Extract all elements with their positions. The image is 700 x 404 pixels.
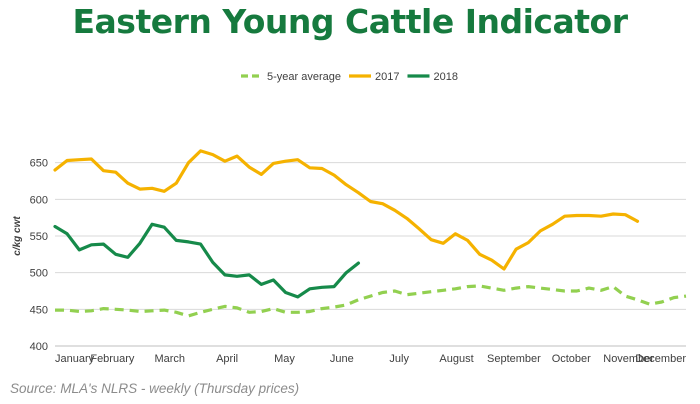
chart-title: Eastern Young Cattle Indicator [72, 2, 628, 41]
source-note: Source: MLA's NLRS - weekly (Thursday pr… [10, 381, 300, 396]
y-tick-label: 450 [30, 304, 48, 316]
series-line-2018 [53, 222, 360, 299]
y-axis-title: c/kg cwt [12, 216, 23, 256]
y-tick-label: 550 [30, 231, 48, 243]
legend: 5-year average 2017 2018 [241, 71, 458, 83]
x-tick-label: December [635, 353, 686, 365]
y-tick-label: 600 [30, 194, 48, 206]
x-tick-label: February [90, 353, 135, 365]
legend-label: 2018 [433, 71, 457, 83]
series-line-2017 [53, 149, 640, 271]
y-tick-label: 400 [30, 341, 48, 353]
x-tick-label: May [274, 353, 295, 365]
y-tick-label: 650 [30, 158, 48, 170]
x-tick-label: July [389, 353, 409, 365]
legend-label: 2017 [375, 71, 399, 83]
x-tick-label: November [603, 353, 654, 365]
series-lines [53, 149, 687, 318]
x-tick-label: January [55, 353, 95, 365]
x-tick-label: August [439, 353, 473, 365]
series-line-5-year-average [55, 284, 687, 318]
legend-label: 5-year average [267, 71, 341, 83]
x-tick-label: September [487, 353, 541, 365]
x-tick-label: June [330, 353, 354, 365]
y-tick-label: 500 [30, 268, 48, 280]
x-tick-label: April [216, 353, 238, 365]
x-tick-label: October [552, 353, 591, 365]
x-tick-label: March [154, 353, 185, 365]
